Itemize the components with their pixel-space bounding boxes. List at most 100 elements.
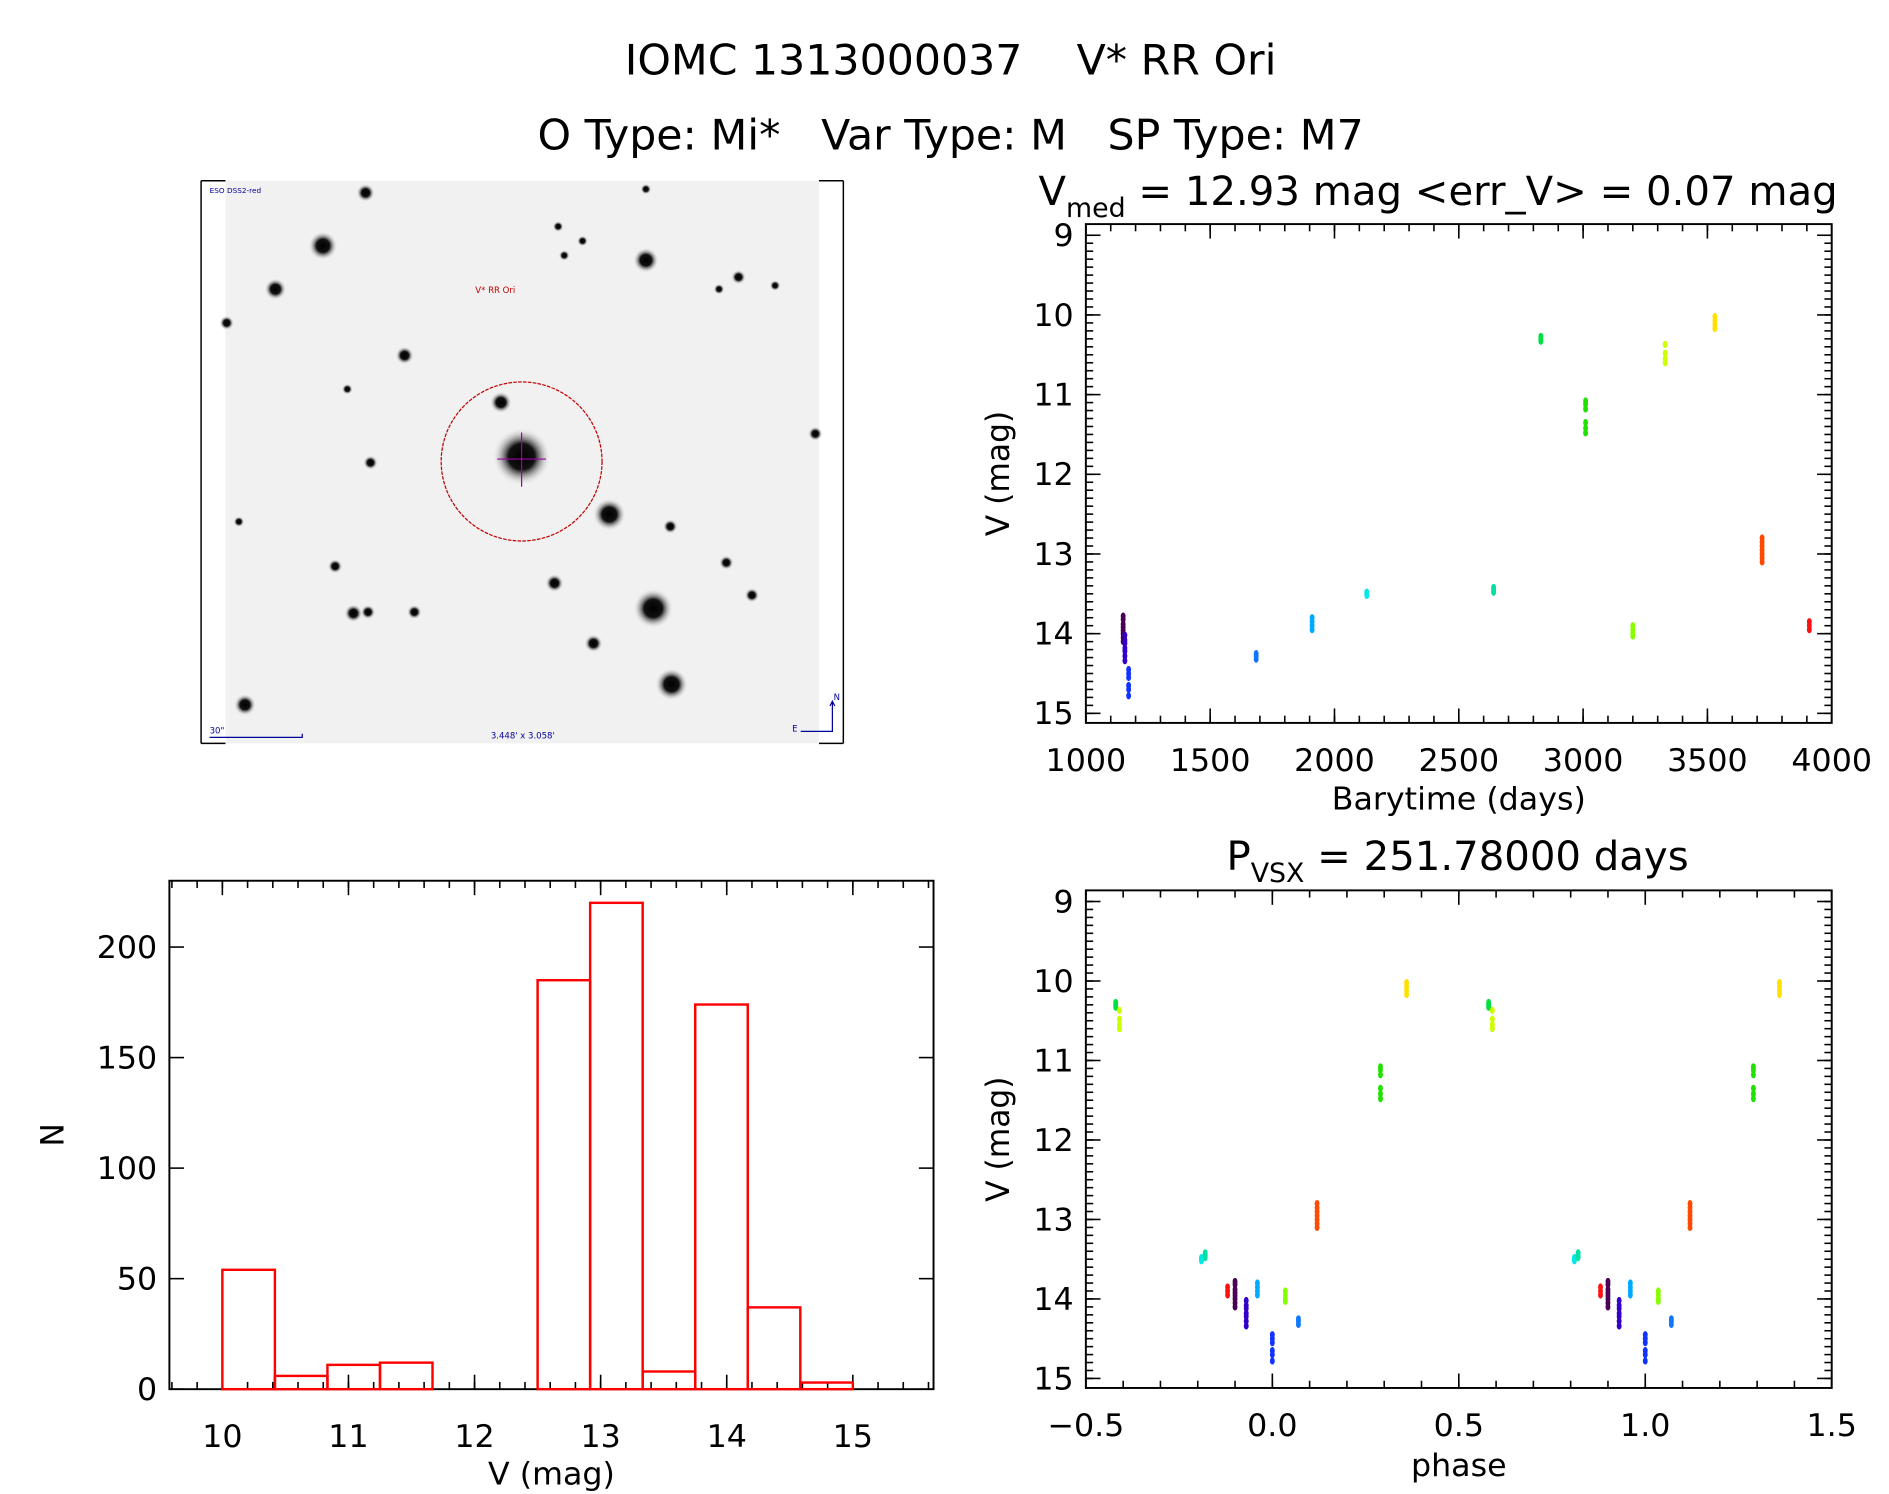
- phased-data-point: [1243, 1322, 1249, 1330]
- title-rest: = 12.93 mag <err_V> = 0.07 mag: [1126, 169, 1838, 215]
- star-field: [219, 183, 823, 716]
- y-axis-label: N: [35, 1123, 71, 1146]
- y-tick-label: 15: [1033, 1361, 1073, 1397]
- data-point: [1630, 632, 1636, 640]
- light-curve-plot: 1000 1500 2000 2500 3000 3500 4000 9 10 11 12 13 14 1…: [981, 169, 1872, 818]
- star: [633, 588, 674, 629]
- star: [233, 693, 256, 716]
- plot-title: Vmed = 12.93 mag <err_V> = 0.07 mag: [1039, 169, 1838, 224]
- y-tick-label: 0: [137, 1372, 157, 1408]
- star: [264, 278, 287, 301]
- phased-data-point: [1668, 1320, 1674, 1328]
- x-tick-label: 10: [202, 1419, 242, 1455]
- title-rest: = 251.78000 days: [1304, 834, 1688, 880]
- y-tick-label: 9: [1054, 218, 1074, 254]
- y-tick-label: 12: [1033, 457, 1073, 493]
- y-tick-label: 13: [1033, 1202, 1073, 1238]
- y-tick-label: 150: [97, 1041, 157, 1077]
- histogram-bar: [273, 1374, 329, 1391]
- star: [655, 668, 688, 701]
- fov-label: 3.448' x 3.058': [491, 731, 555, 741]
- x-tick-label: 2000: [1294, 743, 1375, 779]
- star: [341, 383, 353, 395]
- x-axis-label: phase: [1411, 1448, 1507, 1484]
- target-crosshair: [497, 432, 546, 487]
- x-tick-label: 3500: [1667, 743, 1748, 779]
- star: [489, 391, 512, 414]
- star: [344, 604, 363, 623]
- star: [577, 235, 589, 247]
- scale-bar: [209, 733, 303, 738]
- phased-data-point: [1282, 1297, 1288, 1305]
- data-point: [1583, 418, 1589, 427]
- histogram-bar: [693, 1003, 749, 1391]
- histogram-bar: [799, 1381, 855, 1391]
- data-point: [1364, 591, 1370, 600]
- phased-data-point: [1202, 1253, 1208, 1262]
- star: [731, 269, 746, 285]
- star: [744, 587, 760, 603]
- histogram-bar: [536, 979, 592, 1391]
- histogram-bar: [221, 1268, 277, 1391]
- data-point: [1253, 655, 1259, 663]
- phased-data-point: [1598, 1291, 1603, 1299]
- phased-data-point: [1575, 1253, 1581, 1262]
- star: [713, 283, 725, 295]
- compass-icon: [800, 699, 836, 732]
- plot-frame: [1084, 223, 1833, 724]
- phased-light-curve-plot: −0.5 0.0 0.5 1.0 1.5 9 10 11 12 13 14 15 phase V (mag…: [981, 834, 1857, 1484]
- star: [584, 634, 603, 653]
- y-tick-label: 9: [1054, 885, 1074, 921]
- phased-data-point: [1314, 1223, 1320, 1232]
- x-tick-label: 0.5: [1434, 1408, 1484, 1444]
- data-point: [1583, 429, 1589, 437]
- data-point: [1662, 340, 1668, 349]
- y-tick-label: 10: [1033, 298, 1073, 334]
- star: [308, 231, 338, 261]
- star: [769, 280, 781, 291]
- y-tick-label: 15: [1033, 696, 1073, 732]
- survey-label: ESO DSS2-red: [210, 186, 262, 195]
- x-tick-label: 3000: [1543, 743, 1624, 779]
- y-tick-label: 14: [1033, 1282, 1073, 1318]
- star: [219, 315, 234, 331]
- y-tick-label: 11: [1033, 378, 1073, 414]
- x-tick-label: 4000: [1791, 743, 1872, 779]
- x-tick-label: 1000: [1046, 743, 1127, 779]
- phased-data-point: [1687, 1223, 1693, 1232]
- data-point: [1309, 626, 1315, 634]
- phased-data-point: [1116, 1025, 1122, 1033]
- phased-data-point: [1199, 1257, 1204, 1265]
- star: [808, 426, 823, 441]
- star: [395, 346, 414, 365]
- title-subscript: med: [1066, 193, 1126, 224]
- phased-data-point: [1616, 1322, 1622, 1330]
- data-point: [1126, 673, 1132, 682]
- phased-data-point: [1378, 1071, 1383, 1079]
- phased-data-point: [1232, 1303, 1238, 1311]
- star: [552, 221, 564, 232]
- star: [407, 604, 422, 620]
- data-point: [1806, 626, 1812, 634]
- x-tick-label: 1500: [1170, 743, 1251, 779]
- star: [327, 559, 343, 574]
- x-axis-label: V (mag): [488, 1457, 615, 1493]
- east-label: E: [792, 723, 797, 733]
- data-point: [1122, 657, 1128, 665]
- data-point: [1662, 359, 1668, 367]
- plot-frame: [168, 879, 935, 1391]
- phased-data-point: [1750, 1071, 1756, 1079]
- phased-data-point: [1627, 1291, 1633, 1299]
- x-tick-label: −0.5: [1047, 1408, 1124, 1444]
- star: [719, 555, 734, 570]
- plot-title: PVSX = 251.78000 days: [1226, 834, 1688, 889]
- data-point: [1712, 324, 1718, 333]
- phased-data-point: [1269, 1357, 1275, 1365]
- x-tick-label: 15: [833, 1419, 873, 1455]
- y-tick-label: 14: [1033, 617, 1073, 653]
- phased-data-point: [1571, 1257, 1577, 1265]
- title-main: V: [1039, 169, 1067, 215]
- y-axis-label: V (mag): [981, 411, 1017, 536]
- phased-data-point: [1269, 1350, 1275, 1359]
